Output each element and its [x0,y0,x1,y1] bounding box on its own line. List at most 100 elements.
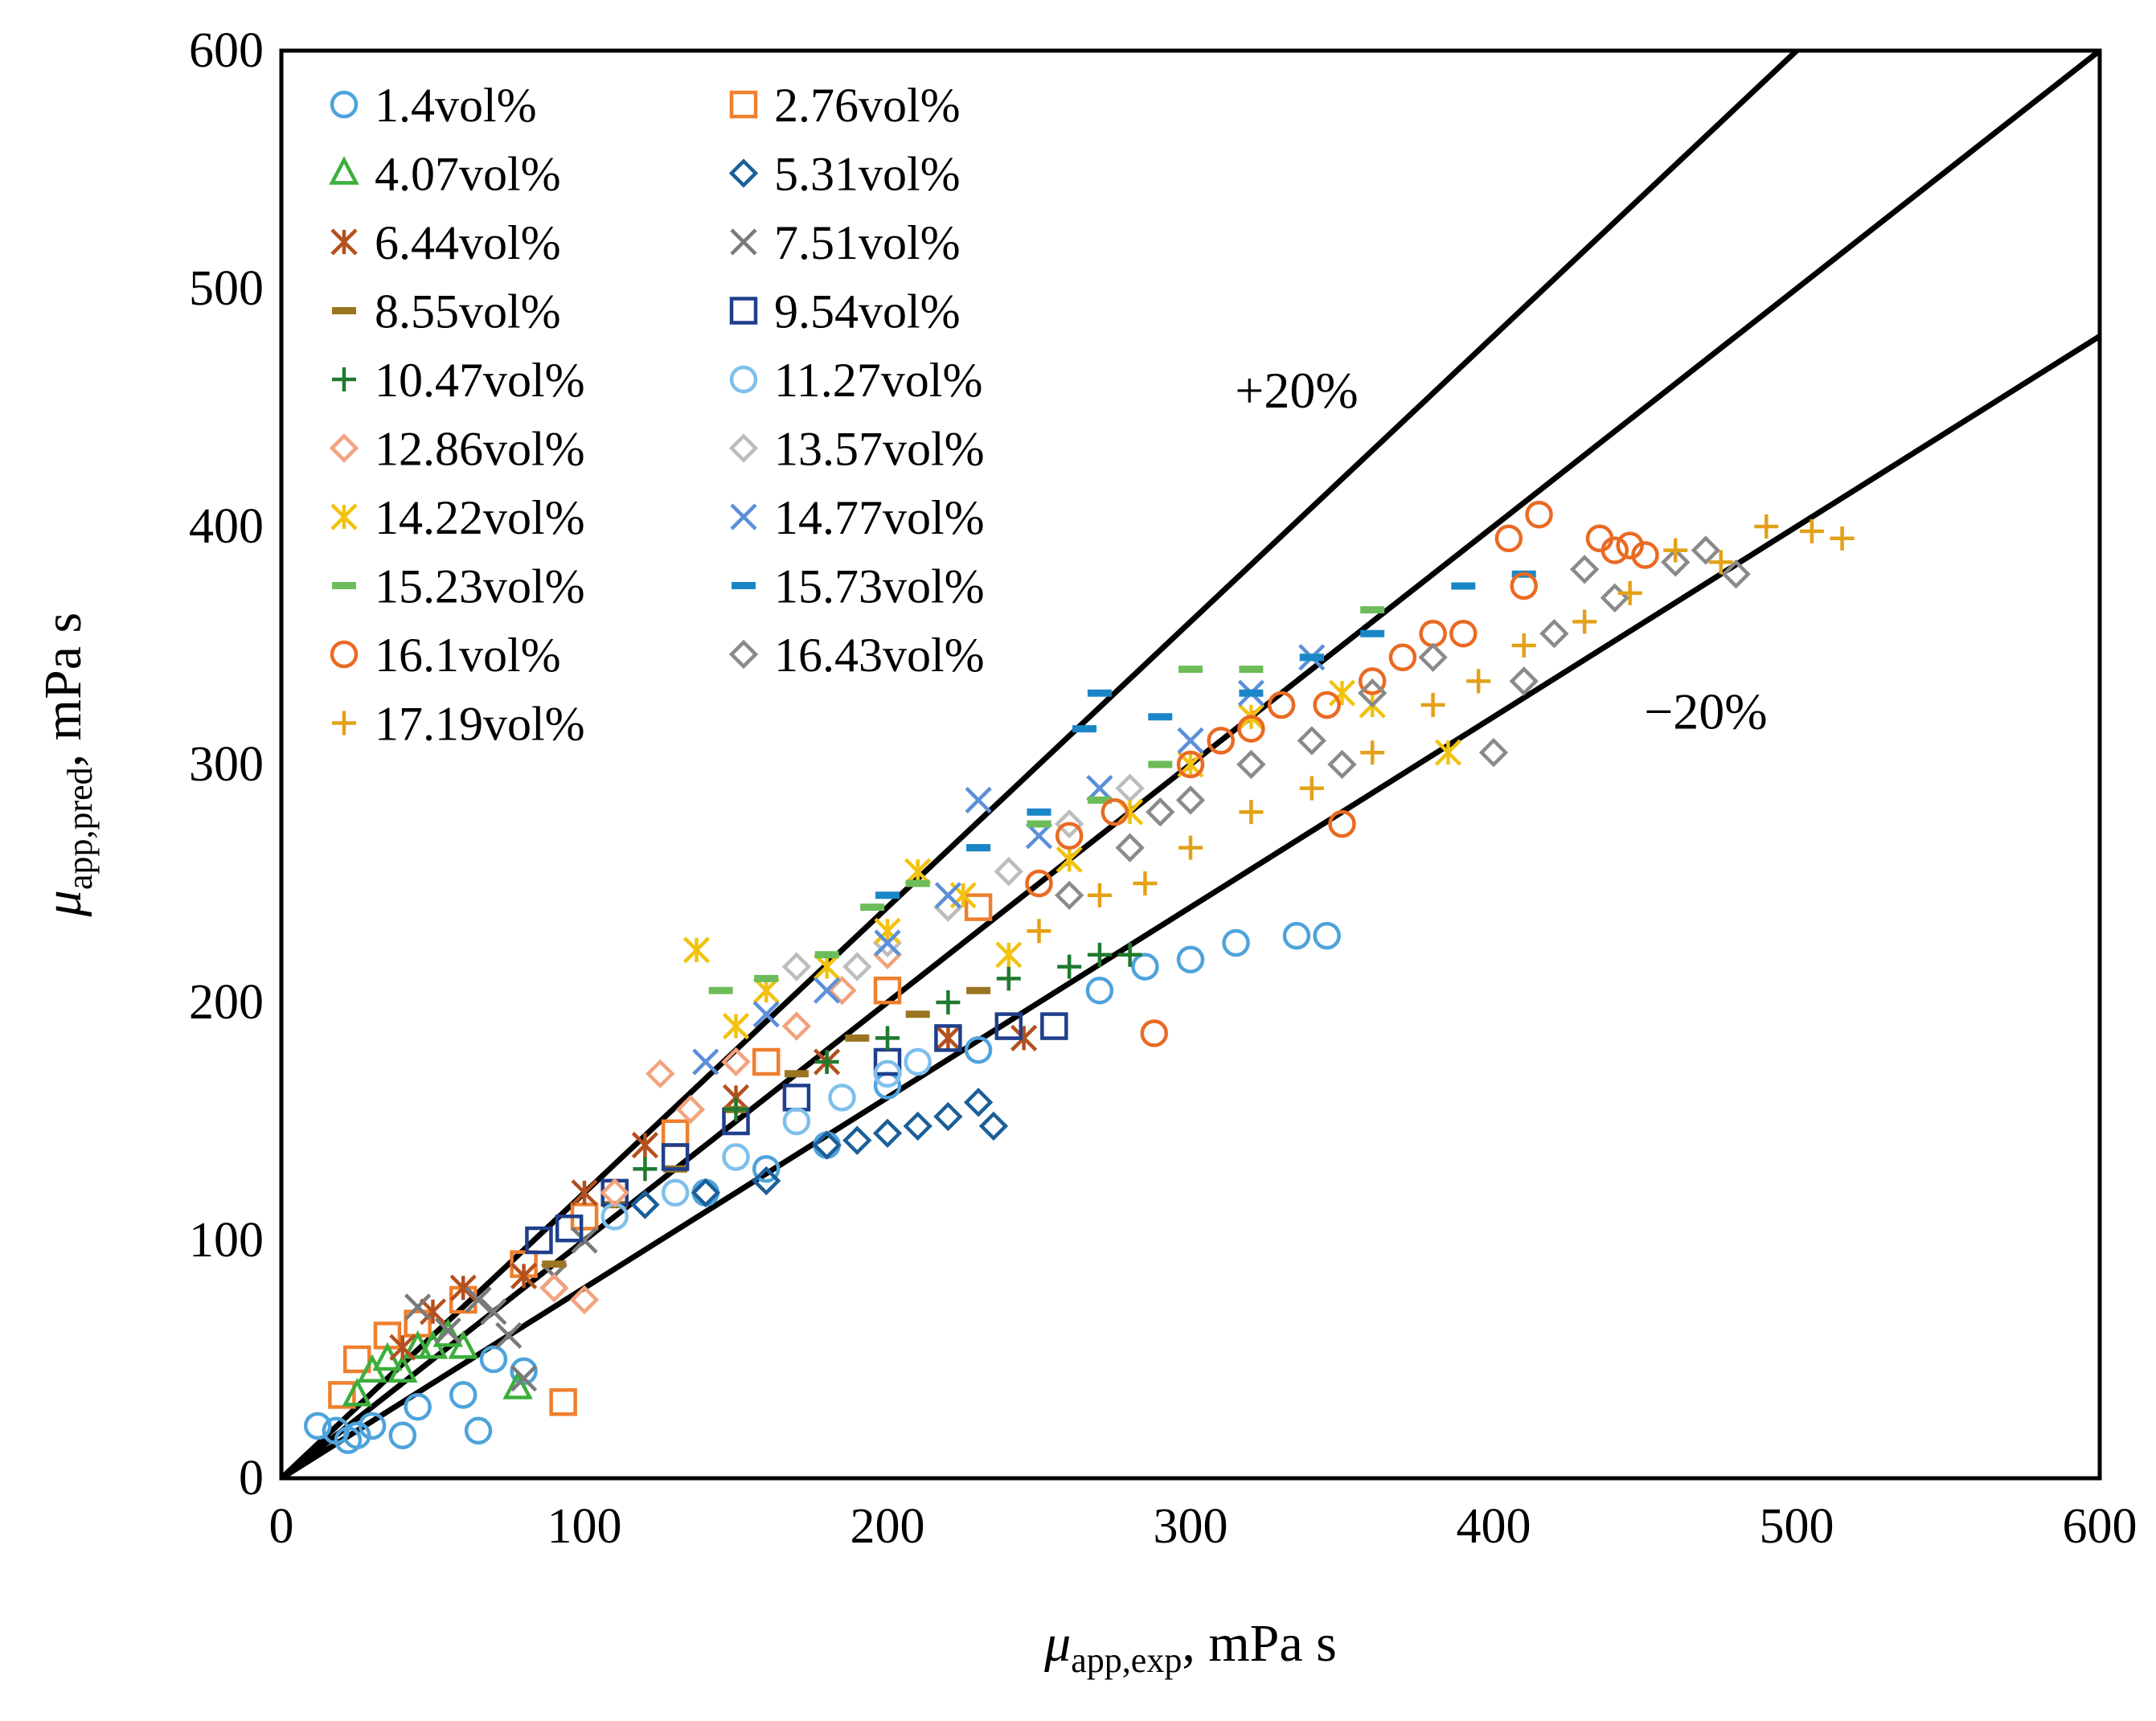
reference-line-label-2: −20% [1644,683,1767,740]
data-point [1040,1012,1068,1040]
data-point [419,1298,447,1326]
legend-label: 10.47vol% [375,354,585,407]
data-point [812,1130,842,1160]
plot-frame [279,48,2102,1481]
data-point [1721,559,1751,589]
data-point [1313,921,1341,950]
legend-item: 13.57vol% [728,423,985,476]
legend-label: 16.43vol% [774,629,985,682]
data-point [1282,921,1311,950]
x-tick-label: 200 [851,1499,925,1554]
legend: 1.4vol% 2.76vol% 4.07vol% 5.31vol% 6.44vol% 7… [329,79,985,751]
legend-marker [729,297,758,325]
data-point [571,1179,598,1207]
data-point [1313,690,1341,719]
data-point [872,1118,903,1148]
data-point [828,1084,856,1112]
data-point [1754,514,1779,539]
x-tick-label: 600 [2063,1499,2138,1554]
legend-item: 9.54vol% [729,285,961,338]
data-point [510,1262,538,1289]
data-point [1087,883,1112,908]
data-point [1055,880,1084,910]
data-point [387,1354,418,1383]
data-point [814,1050,839,1074]
data-point [661,1178,690,1207]
data-point [994,857,1023,887]
data-point [934,1024,961,1051]
legend-label: 4.07vol% [375,148,561,201]
data-point [978,1111,1009,1141]
data-point [600,1178,629,1207]
data-point [1327,749,1357,780]
legend-marker [728,158,759,188]
data-point [1539,619,1569,649]
y-axis-label: μapp,pred, mPa s [34,613,100,917]
data-point [1358,678,1387,708]
data-point [1600,583,1629,613]
data-point [1418,642,1448,672]
legend-marker [729,365,758,394]
data-point [842,1125,872,1155]
data-point [661,1143,690,1171]
series-16.43vol% [1055,535,1751,910]
data-point [1525,500,1553,529]
data-point [631,1132,658,1159]
legend-marker [330,503,358,531]
legend-label: 11.27vol% [774,354,982,407]
data-point [569,1285,600,1315]
data-point [303,1412,332,1440]
data-point [682,936,711,964]
data-point [874,929,901,957]
data-point [873,976,902,1005]
data-point [1509,666,1539,696]
data-points [303,500,1855,1454]
data-point [495,1321,523,1349]
legend-label: 1.4vol% [375,79,537,132]
data-point [933,892,963,922]
y-tick-label: 300 [189,737,264,792]
data-point [1140,1019,1169,1047]
data-point [1419,619,1447,648]
data-point [965,786,992,813]
data-point [963,1088,994,1117]
data-point [1466,669,1491,694]
data-point [1360,740,1385,765]
data-point [1178,835,1203,860]
data-point [1027,919,1051,944]
legend-label: 16.1vol% [375,629,561,682]
data-point [722,1143,750,1171]
data-point [1449,619,1478,648]
data-point [1420,693,1445,717]
data-point [675,1095,706,1125]
data-point [1297,726,1326,756]
data-point [1117,942,1142,967]
data-point [996,966,1021,991]
data-point [555,1214,584,1243]
data-point [1175,785,1206,815]
legend-label: 7.51vol% [774,216,961,269]
data-point [752,977,780,1004]
data-point [502,1371,533,1399]
data-point [464,1416,493,1445]
data-point [1569,555,1600,584]
data-point [661,1119,690,1148]
legend-item: 11.27vol% [729,354,982,407]
data-point [343,1345,371,1374]
legend-label: 13.57vol% [774,423,985,476]
data-point [692,1048,719,1076]
data-point [549,1388,577,1416]
legend-label: 15.23vol% [375,560,585,613]
legend-marker [329,156,359,185]
legend-item: 14.22vol% [330,491,585,544]
data-point [1087,942,1112,967]
data-point [402,1330,433,1359]
legend-label: 6.44vol% [375,216,561,269]
legend-marker [728,639,759,670]
data-point [995,941,1023,969]
data-point [1176,945,1205,973]
legend-item: 15.73vol% [732,560,985,613]
legend-item: 15.23vol% [332,560,585,613]
data-point [1601,536,1629,564]
data-point [389,1334,416,1361]
